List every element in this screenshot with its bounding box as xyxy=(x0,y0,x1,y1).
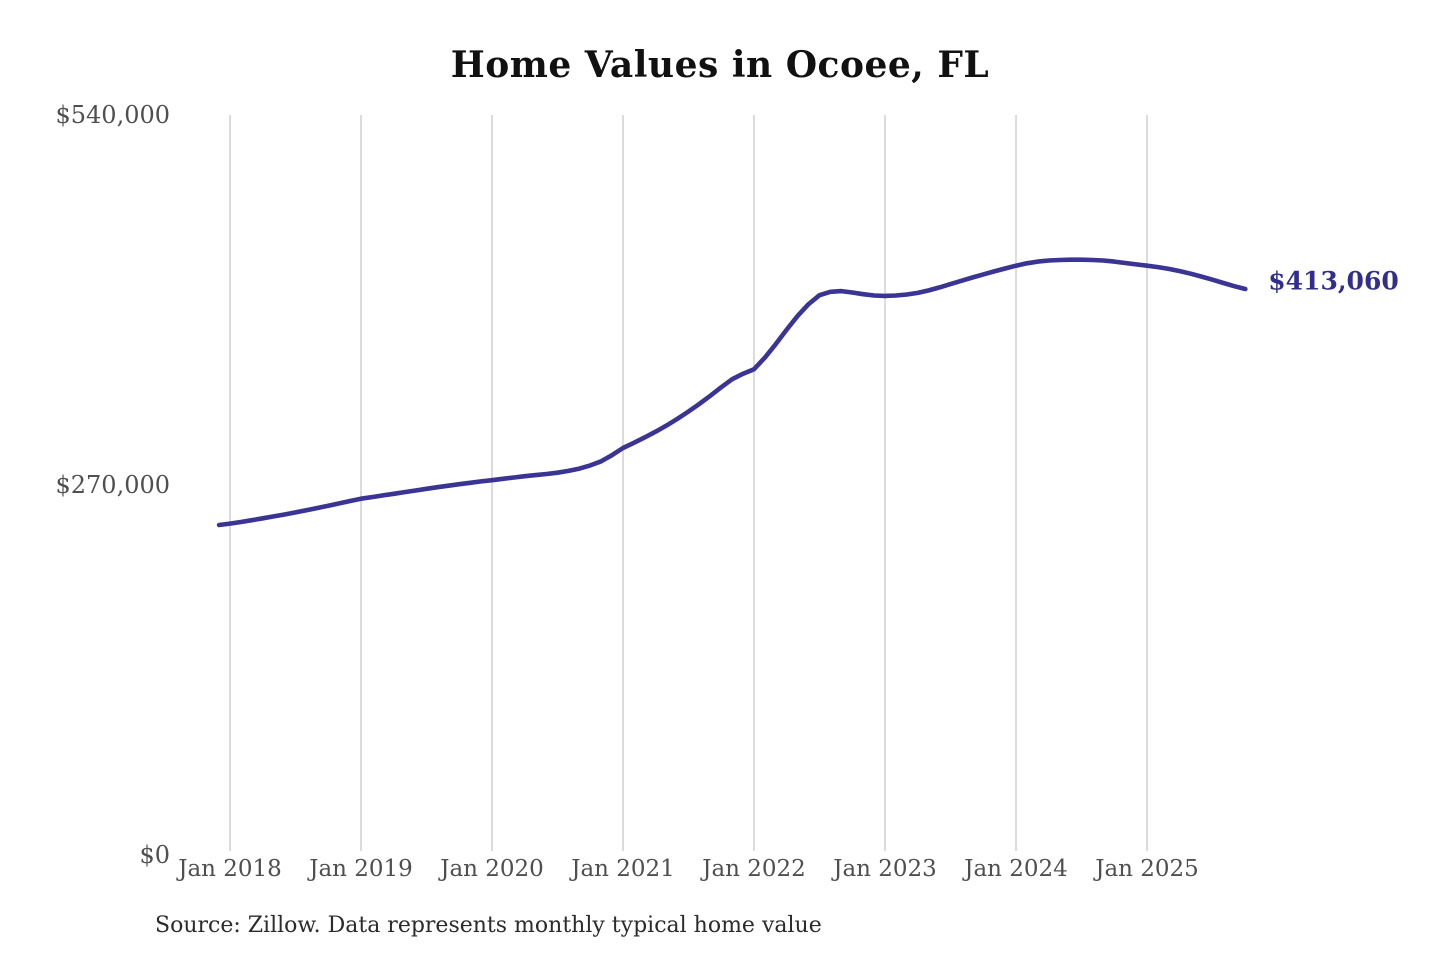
home-value-line xyxy=(216,257,1248,528)
y-tick-label: $0 xyxy=(139,841,170,869)
x-tick-label: Jan 2020 xyxy=(440,856,544,882)
x-tick-label: Jan 2018 xyxy=(178,856,282,882)
x-tick-label: Jan 2021 xyxy=(571,856,675,882)
y-tick-label: $540,000 xyxy=(55,101,170,129)
current-value-label: $413,060 xyxy=(1268,266,1399,296)
x-tick-label: Jan 2025 xyxy=(1095,856,1199,882)
x-tick-label: Jan 2023 xyxy=(833,856,937,882)
y-tick-label: $270,000 xyxy=(55,471,170,499)
x-tick-label: Jan 2019 xyxy=(309,856,413,882)
x-tick-label: Jan 2022 xyxy=(702,856,806,882)
x-tick-label: Jan 2024 xyxy=(964,856,1068,882)
source-note: Source: Zillow. Data represents monthly … xyxy=(155,913,822,938)
chart-title: Home Values in Ocoee, FL xyxy=(450,44,990,86)
